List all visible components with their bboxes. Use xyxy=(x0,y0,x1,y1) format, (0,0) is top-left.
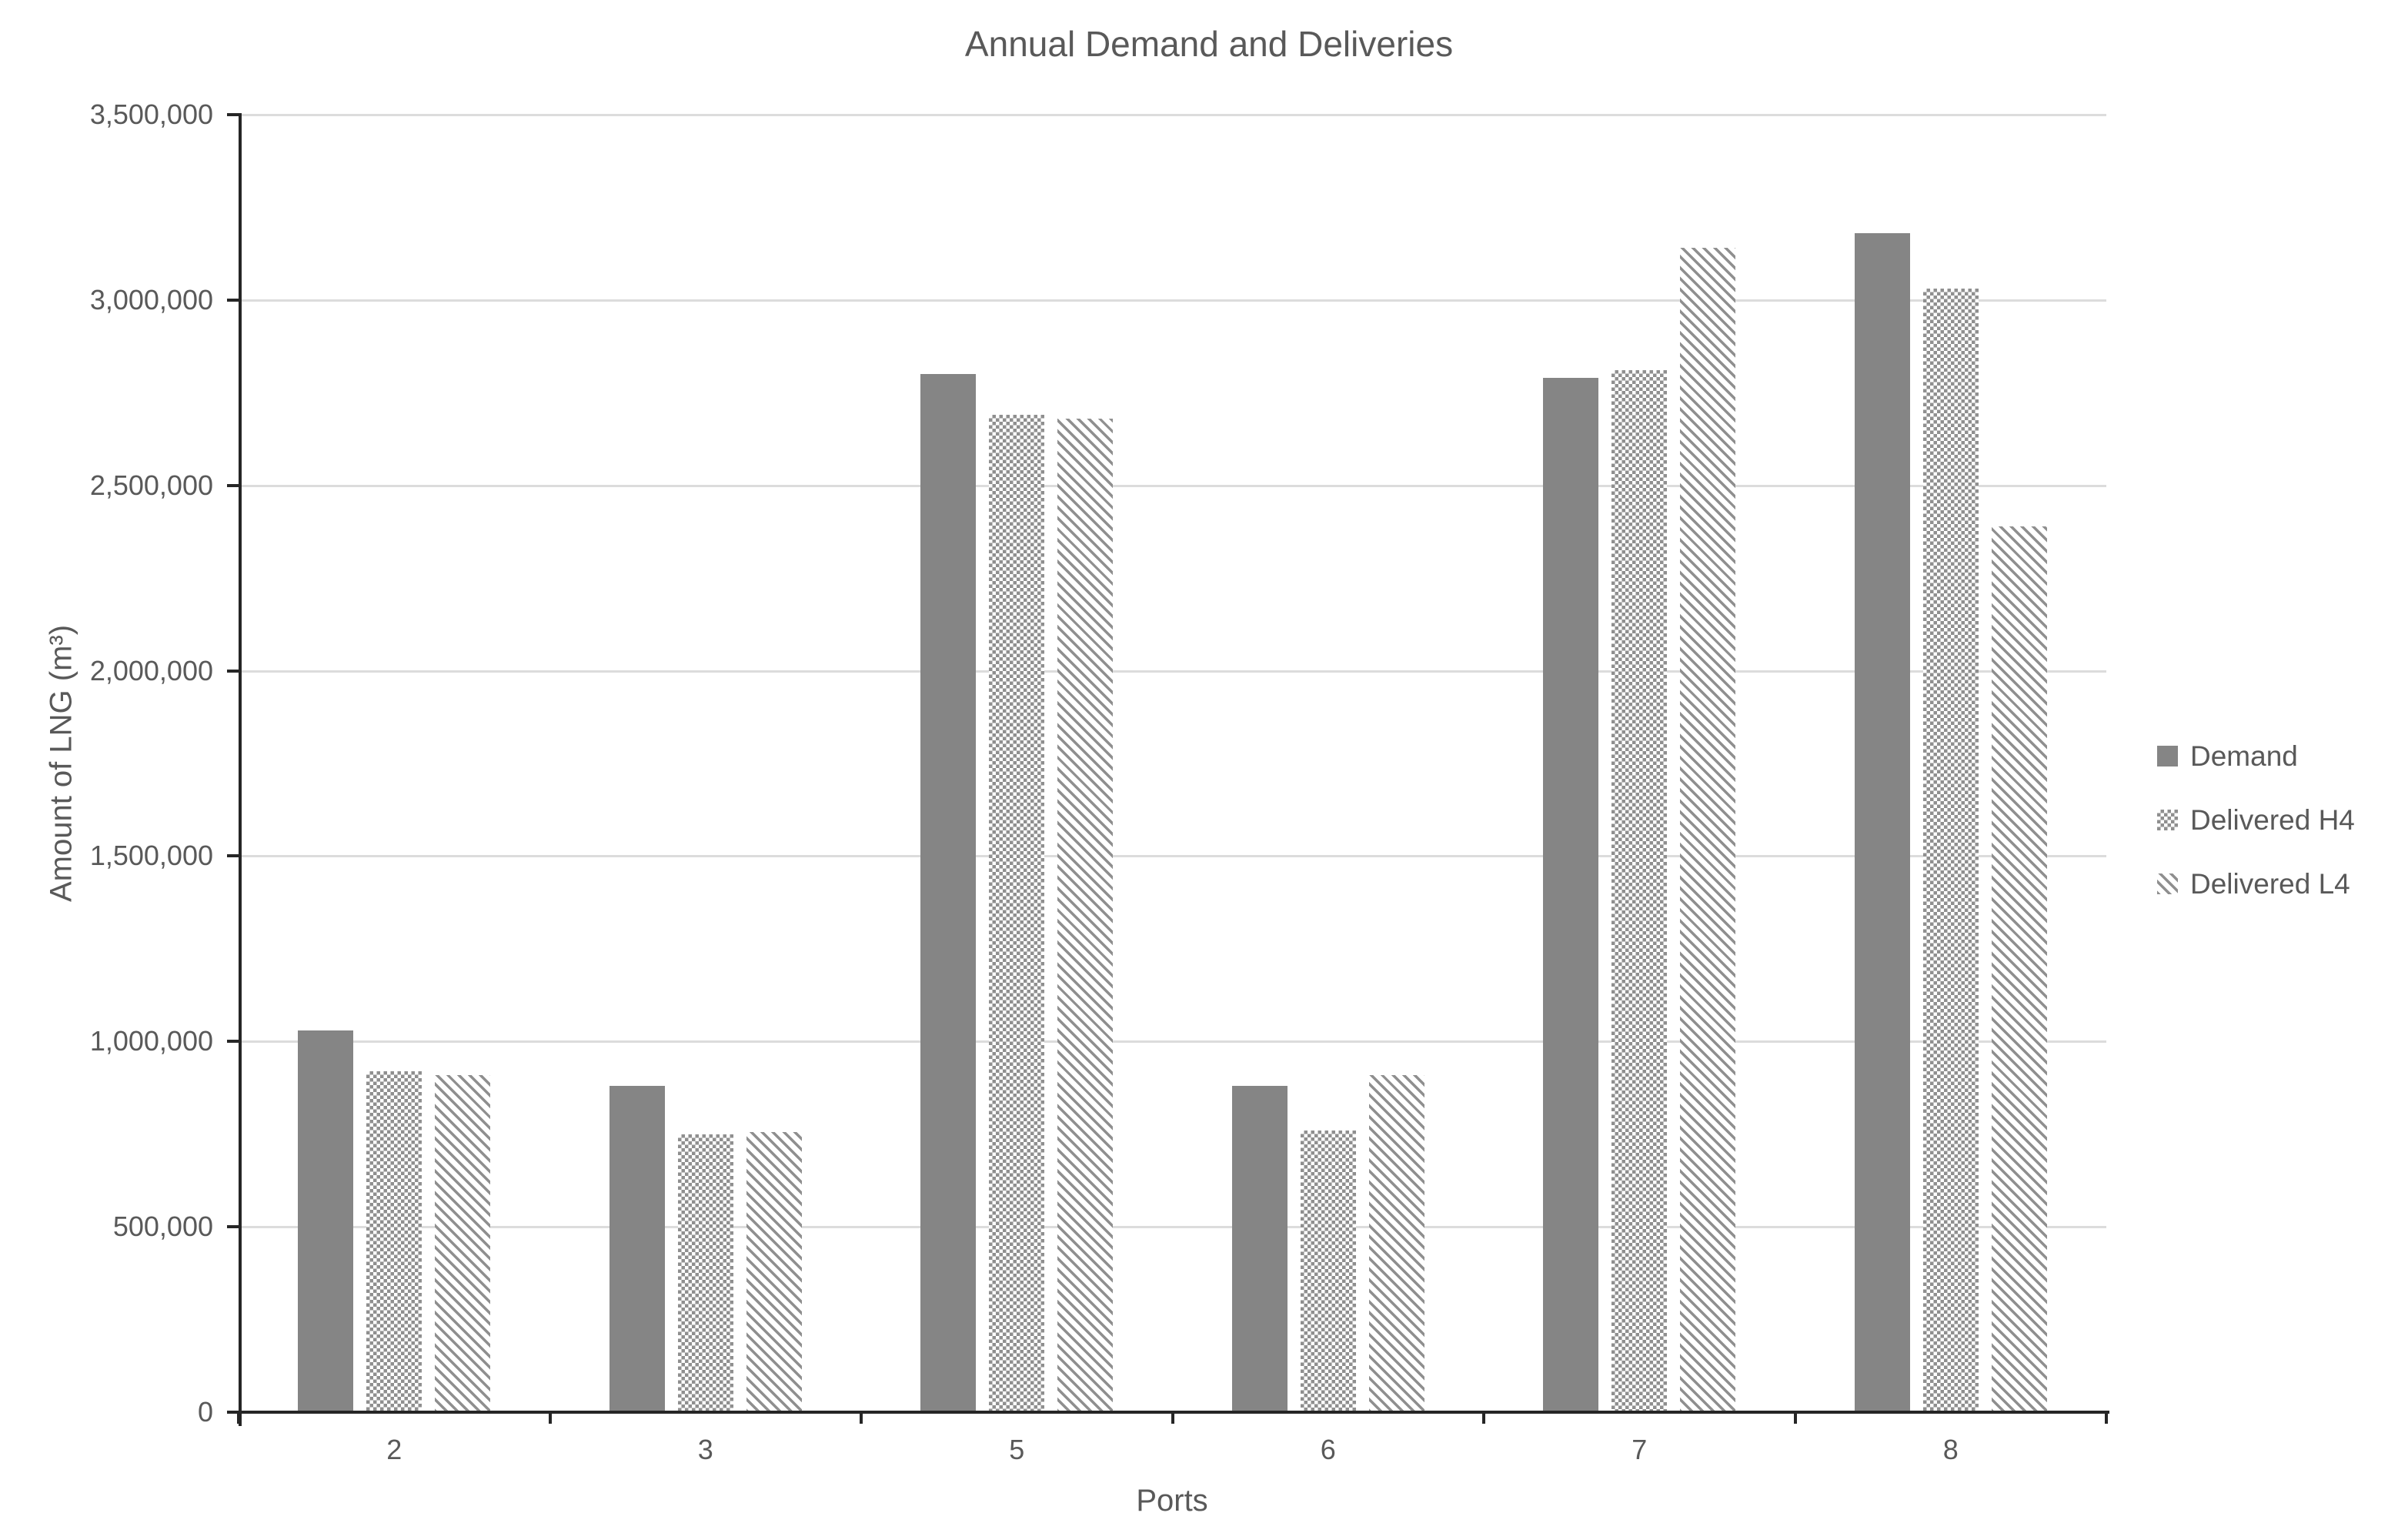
bar-demand-port-2 xyxy=(298,1030,354,1412)
bar-demand-port-5 xyxy=(920,374,977,1412)
y-tick-label: 0 xyxy=(197,1396,213,1428)
bar-delivered-l4-port-3 xyxy=(746,1132,802,1412)
bar-delivered-h4-port-5 xyxy=(989,415,1045,1412)
y-axis-tick xyxy=(227,1040,239,1044)
x-axis-tick xyxy=(1793,1412,1797,1424)
x-category-label: 5 xyxy=(1009,1434,1025,1465)
x-axis-tick xyxy=(860,1412,863,1424)
chart-title: Annual Demand and Deliveries xyxy=(964,24,1454,64)
y-tick-label: 1,500,000 xyxy=(89,840,213,872)
bar-demand-port-7 xyxy=(1543,378,1599,1412)
legend-item-delivered-h4: Delivered H4 xyxy=(2157,799,2355,841)
y-axis-tick xyxy=(227,1225,239,1229)
bar-delivered-l4-port-8 xyxy=(1991,526,2047,1412)
y-tick-label: 2,000,000 xyxy=(89,654,213,686)
legend-label: Delivered L4 xyxy=(2190,867,2350,900)
gridline xyxy=(240,299,2106,302)
gridline xyxy=(240,1226,2106,1229)
x-axis-title: Ports xyxy=(1136,1484,1208,1518)
bar-delivered-l4-port-2 xyxy=(435,1074,491,1412)
gridline xyxy=(240,484,2106,487)
legend-swatch-checker-icon xyxy=(2157,810,2178,830)
x-axis-tick xyxy=(2105,1412,2108,1424)
y-tick-label: 1,000,000 xyxy=(89,1025,213,1057)
bar-delivered-l4-port-7 xyxy=(1680,248,1736,1412)
gridline xyxy=(240,1040,2106,1044)
bar-delivered-l4-port-6 xyxy=(1368,1074,1424,1412)
x-axis-tick xyxy=(1171,1412,1174,1424)
gridline xyxy=(240,114,2106,116)
gridline xyxy=(240,670,2106,673)
x-axis-tick xyxy=(1482,1412,1485,1424)
legend-item-delivered-l4: Delivered L4 xyxy=(2157,863,2355,905)
bar-demand-port-6 xyxy=(1231,1086,1287,1412)
x-category-label: 7 xyxy=(1631,1434,1648,1465)
bar-delivered-h4-port-2 xyxy=(366,1070,422,1412)
bar-delivered-h4-port-7 xyxy=(1611,370,1668,1412)
bar-delivered-h4-port-3 xyxy=(677,1134,733,1412)
bar-delivered-h4-port-8 xyxy=(1922,289,1979,1412)
bar-demand-port-3 xyxy=(609,1086,665,1412)
y-axis-tick xyxy=(227,113,239,116)
x-axis-tick xyxy=(548,1412,552,1424)
legend-swatch-diagonal-icon xyxy=(2157,873,2178,894)
x-category-label: 8 xyxy=(1942,1434,1959,1465)
y-tick-label: 3,500,000 xyxy=(89,99,213,130)
y-tick-label: 500,000 xyxy=(112,1211,213,1243)
x-category-label: 2 xyxy=(386,1434,402,1465)
bar-delivered-h4-port-6 xyxy=(1300,1130,1356,1412)
legend-label: Demand xyxy=(2190,740,2298,772)
y-axis-line xyxy=(239,113,242,1426)
bar-demand-port-8 xyxy=(1854,233,1910,1412)
legend-item-demand: Demand xyxy=(2157,735,2355,777)
gridline xyxy=(240,855,2106,858)
y-axis-tick xyxy=(227,298,239,302)
x-category-label: 6 xyxy=(1320,1434,1336,1465)
legend-label: Delivered H4 xyxy=(2190,803,2355,836)
y-axis-tick xyxy=(227,483,239,487)
y-axis-tick xyxy=(227,669,239,673)
legend: Demand Delivered H4 Delivered L4 xyxy=(2157,735,2355,927)
x-category-label: 3 xyxy=(697,1434,713,1465)
legend-swatch-solid-icon xyxy=(2157,746,2178,766)
y-axis-tick xyxy=(227,854,239,858)
y-tick-label: 3,000,000 xyxy=(89,283,213,316)
bar-delivered-l4-port-5 xyxy=(1057,419,1114,1412)
x-axis-line xyxy=(228,1411,2109,1414)
x-axis-tick xyxy=(237,1412,240,1424)
y-tick-label: 2,500,000 xyxy=(89,469,213,501)
